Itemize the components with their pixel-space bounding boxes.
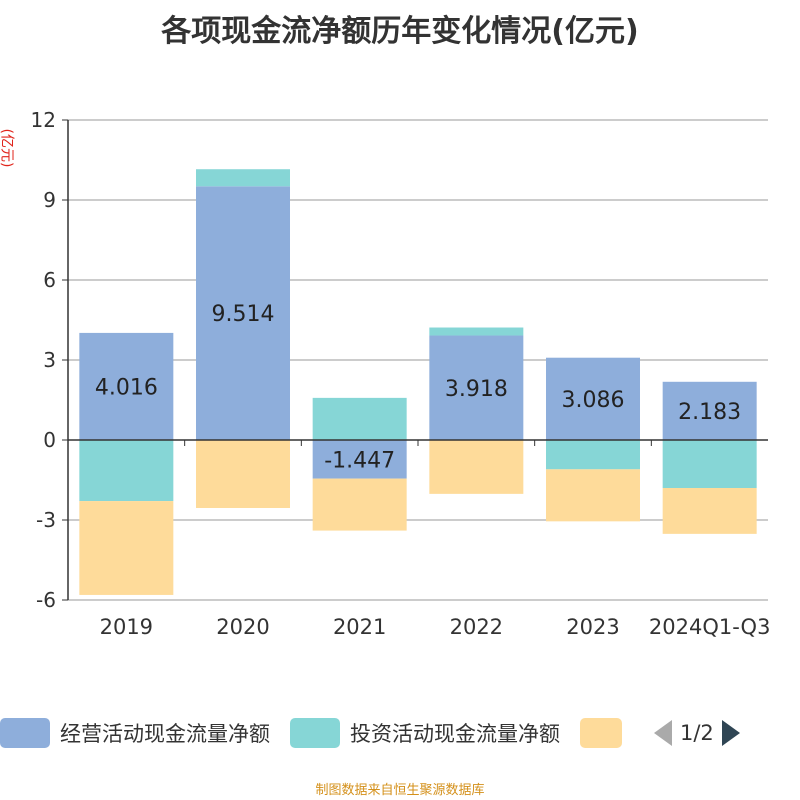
y-tick-label: 12 xyxy=(31,108,56,132)
bar-operating xyxy=(196,186,290,440)
data-label: 3.918 xyxy=(445,377,508,402)
legend-swatch xyxy=(580,718,622,748)
bar-financing xyxy=(662,488,757,534)
legend: 经营活动现金流量净额 投资活动现金流量净额 1/2 xyxy=(0,718,742,748)
bar-financing xyxy=(429,440,524,494)
bar-investing xyxy=(312,397,407,440)
x-tick-label: 2019 xyxy=(100,615,153,639)
y-tick-label: -3 xyxy=(36,508,56,532)
bar-operating xyxy=(662,381,757,440)
chart-plot: -6 -3 0 3 6 9 12 4.016 2019 9.514 2020 -1.447 2021 3.… xyxy=(31,108,771,639)
legend-pager: 1/2 xyxy=(652,718,742,748)
y-tick-label: 9 xyxy=(43,188,56,212)
chart-title: 各项现金流净额历年变化情况(亿元) xyxy=(161,14,639,49)
y-tick-label: 6 xyxy=(43,268,56,292)
bar-investing xyxy=(546,440,640,470)
bar-operating xyxy=(312,440,407,479)
x-tick-label: 2020 xyxy=(216,615,269,639)
prev-page-icon[interactable] xyxy=(652,718,674,748)
legend-item-financing[interactable] xyxy=(580,718,632,748)
data-label: 3.086 xyxy=(562,388,625,413)
legend-label: 经营活动现金流量净额 xyxy=(60,722,270,746)
data-label: 2.183 xyxy=(678,400,741,425)
legend-page-indicator: 1/2 xyxy=(680,721,714,745)
data-label: 9.514 xyxy=(212,302,275,327)
legend-item-operating[interactable]: 经营活动现金流量净额 xyxy=(0,718,270,748)
legend-label: 投资活动现金流量净额 xyxy=(350,722,560,746)
bar-operating xyxy=(429,335,524,440)
bar-operating xyxy=(79,332,174,440)
x-tick-label: 2022 xyxy=(450,615,503,639)
legend-item-investing[interactable]: 投资活动现金流量净额 xyxy=(290,718,560,748)
bar-investing xyxy=(79,440,174,502)
legend-swatch xyxy=(290,718,340,748)
source-footer: 制图数据来自恒生聚源数据库 xyxy=(315,783,485,798)
bar-investing xyxy=(196,169,290,187)
bar-financing xyxy=(79,501,174,595)
y-tick-label: 3 xyxy=(43,348,56,372)
next-page-icon[interactable] xyxy=(720,718,742,748)
bar-financing xyxy=(196,440,290,508)
bar-operating xyxy=(546,357,640,440)
data-label: -1.447 xyxy=(324,448,395,473)
bar-investing xyxy=(429,327,524,336)
bar-investing xyxy=(662,440,757,488)
bar-financing xyxy=(312,478,407,531)
y-tick-label: 0 xyxy=(43,428,56,452)
x-tick-label: 2024Q1-Q3 xyxy=(649,615,771,639)
data-label: 4.016 xyxy=(95,375,158,400)
legend-swatch xyxy=(0,718,50,748)
x-tick-label: 2021 xyxy=(333,615,386,639)
y-tick-label: -6 xyxy=(36,588,56,612)
x-tick-label: 2023 xyxy=(566,615,619,639)
bar-financing xyxy=(546,469,640,522)
